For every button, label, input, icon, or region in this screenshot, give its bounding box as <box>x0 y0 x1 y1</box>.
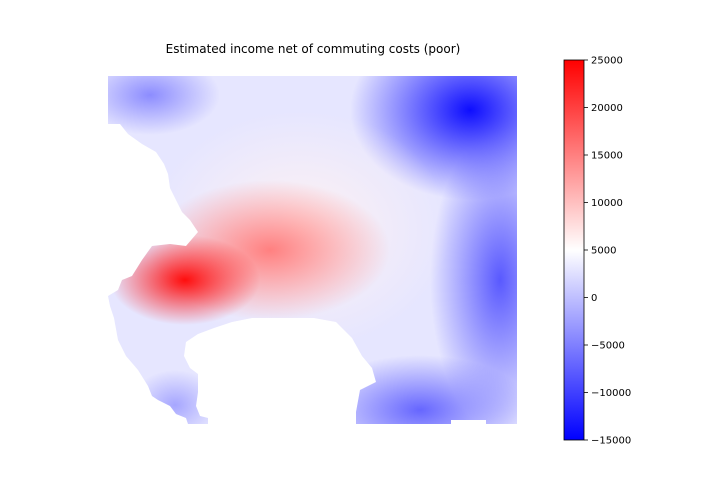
colorbar-tick-label: −15000 <box>591 436 631 447</box>
colorbar-tick-label: −5000 <box>591 341 625 352</box>
heatmap-region <box>310 355 517 424</box>
colorbar-tick-label: −10000 <box>591 388 631 399</box>
colorbar-ticks: −15000 −10000 −5000 0 5000 10000 15000 20000 250… <box>584 56 631 447</box>
colorbar: −15000 −10000 −5000 0 5000 10000 15000 20000 250… <box>563 56 631 447</box>
heatmap-region <box>110 235 260 325</box>
chart-title: Estimated income net of commuting costs … <box>166 42 461 56</box>
heatmap-region <box>430 130 517 424</box>
colorbar-tick-label: 10000 <box>591 198 623 209</box>
heatmap-region <box>130 370 220 424</box>
colorbar-gradient <box>563 59 585 441</box>
colorbar-tick-label: 20000 <box>591 103 623 114</box>
colorbar-tick-label: 5000 <box>591 246 616 257</box>
heatmap-map <box>108 76 517 424</box>
colorbar-tick-label: 0 <box>591 293 597 304</box>
colorbar-tick-label: 15000 <box>591 151 623 162</box>
colorbar-tick-label: 25000 <box>591 56 623 67</box>
heatmap-region <box>108 76 220 135</box>
